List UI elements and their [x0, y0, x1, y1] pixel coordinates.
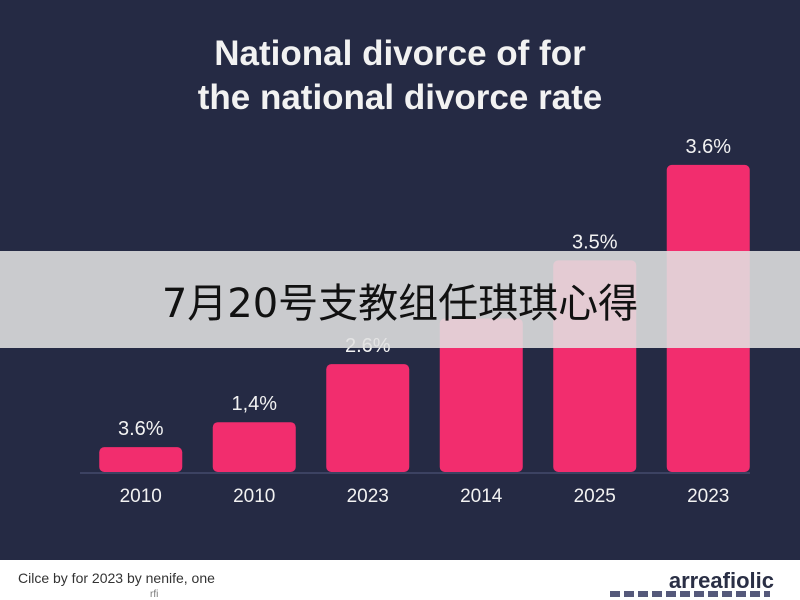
overlay-banner-text: 7月20号支教组任琪琪心得	[161, 280, 639, 327]
x-tick-label: 2010	[120, 486, 162, 507]
overlay-banner: 7月20号支教组任琪琪心得	[0, 251, 800, 348]
x-tick-label: 2023	[687, 486, 729, 507]
data-label: 1,4%	[231, 393, 277, 415]
chart-title-line-2: the national divorce rate	[197, 78, 603, 117]
footer-bar: Cilce by for 2023 by nenife, one rfi arr…	[0, 560, 800, 600]
brand-tagline	[610, 591, 770, 597]
bar	[439, 318, 523, 472]
footnote: Cilce by for 2023 by nenife, one	[18, 570, 215, 586]
x-tick-label: 2025	[574, 486, 616, 507]
bar	[99, 447, 183, 472]
footnote-line-2: rfi	[150, 589, 159, 600]
bar	[326, 364, 410, 472]
x-tick-label: 2023	[347, 486, 389, 507]
data-label: 3.6%	[118, 418, 164, 440]
chart-title: National divorce of for the national div…	[0, 32, 800, 120]
brand-logo: arreafiolic	[668, 568, 774, 593]
chart-title-line-1: National divorce of for	[214, 34, 586, 73]
bar	[212, 422, 296, 472]
x-tick-label: 2010	[233, 486, 275, 507]
data-label: 3.5%	[572, 231, 618, 253]
data-label: 3.6%	[685, 136, 731, 158]
x-tick-label: 2014	[460, 486, 503, 507]
